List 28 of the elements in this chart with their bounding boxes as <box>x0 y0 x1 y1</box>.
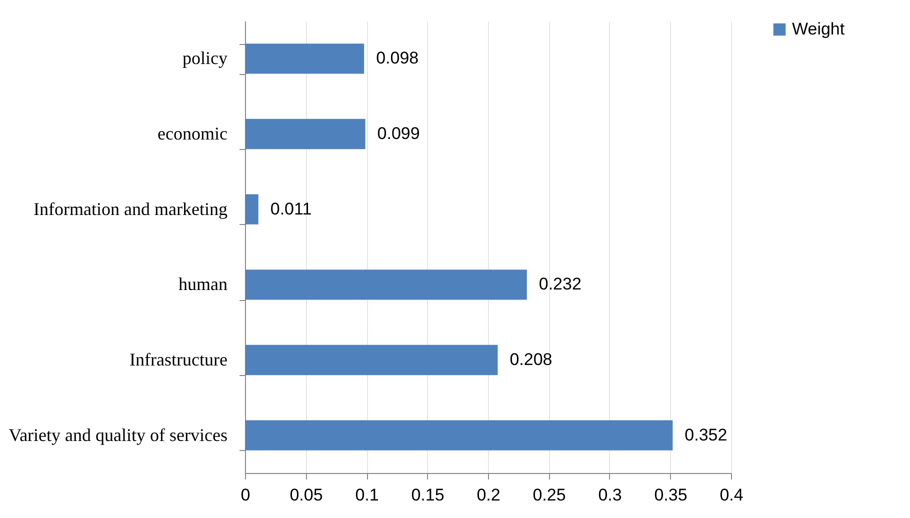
x-tick-label: 0.3 <box>598 486 622 504</box>
y-tick-label: human <box>178 274 228 294</box>
y-tick-label: Information and marketing <box>34 198 228 219</box>
data-label: 0.098 <box>376 48 419 68</box>
data-label: 0.352 <box>684 425 728 444</box>
y-tick-label: policy <box>182 48 228 68</box>
x-tick-label: 0.2 <box>476 486 500 504</box>
legend-label: Weight <box>792 20 845 38</box>
bar <box>245 44 364 74</box>
x-tick-label: 0.1 <box>355 486 379 504</box>
x-tick-label: 0.05 <box>290 486 323 504</box>
x-tick-label: 0.15 <box>411 486 444 504</box>
bar <box>245 118 366 150</box>
y-tick-label: Infrastructure <box>130 350 228 370</box>
data-label: 0.011 <box>270 199 312 218</box>
x-tick-label: 0.25 <box>532 486 566 504</box>
y-tick-label: economic <box>158 124 228 144</box>
bar <box>245 270 527 300</box>
bar <box>245 194 258 224</box>
x-tick-label: 0.4 <box>720 486 744 504</box>
bar <box>245 420 673 450</box>
x-tick-label: 0 <box>240 486 250 504</box>
y-tick-label: Variety and quality of services <box>8 424 228 445</box>
data-label: 0.232 <box>538 274 582 294</box>
data-label: 0.099 <box>377 124 420 143</box>
bar <box>245 344 498 376</box>
data-label: 0.208 <box>510 350 552 369</box>
x-tick-label: 0.35 <box>654 486 688 504</box>
